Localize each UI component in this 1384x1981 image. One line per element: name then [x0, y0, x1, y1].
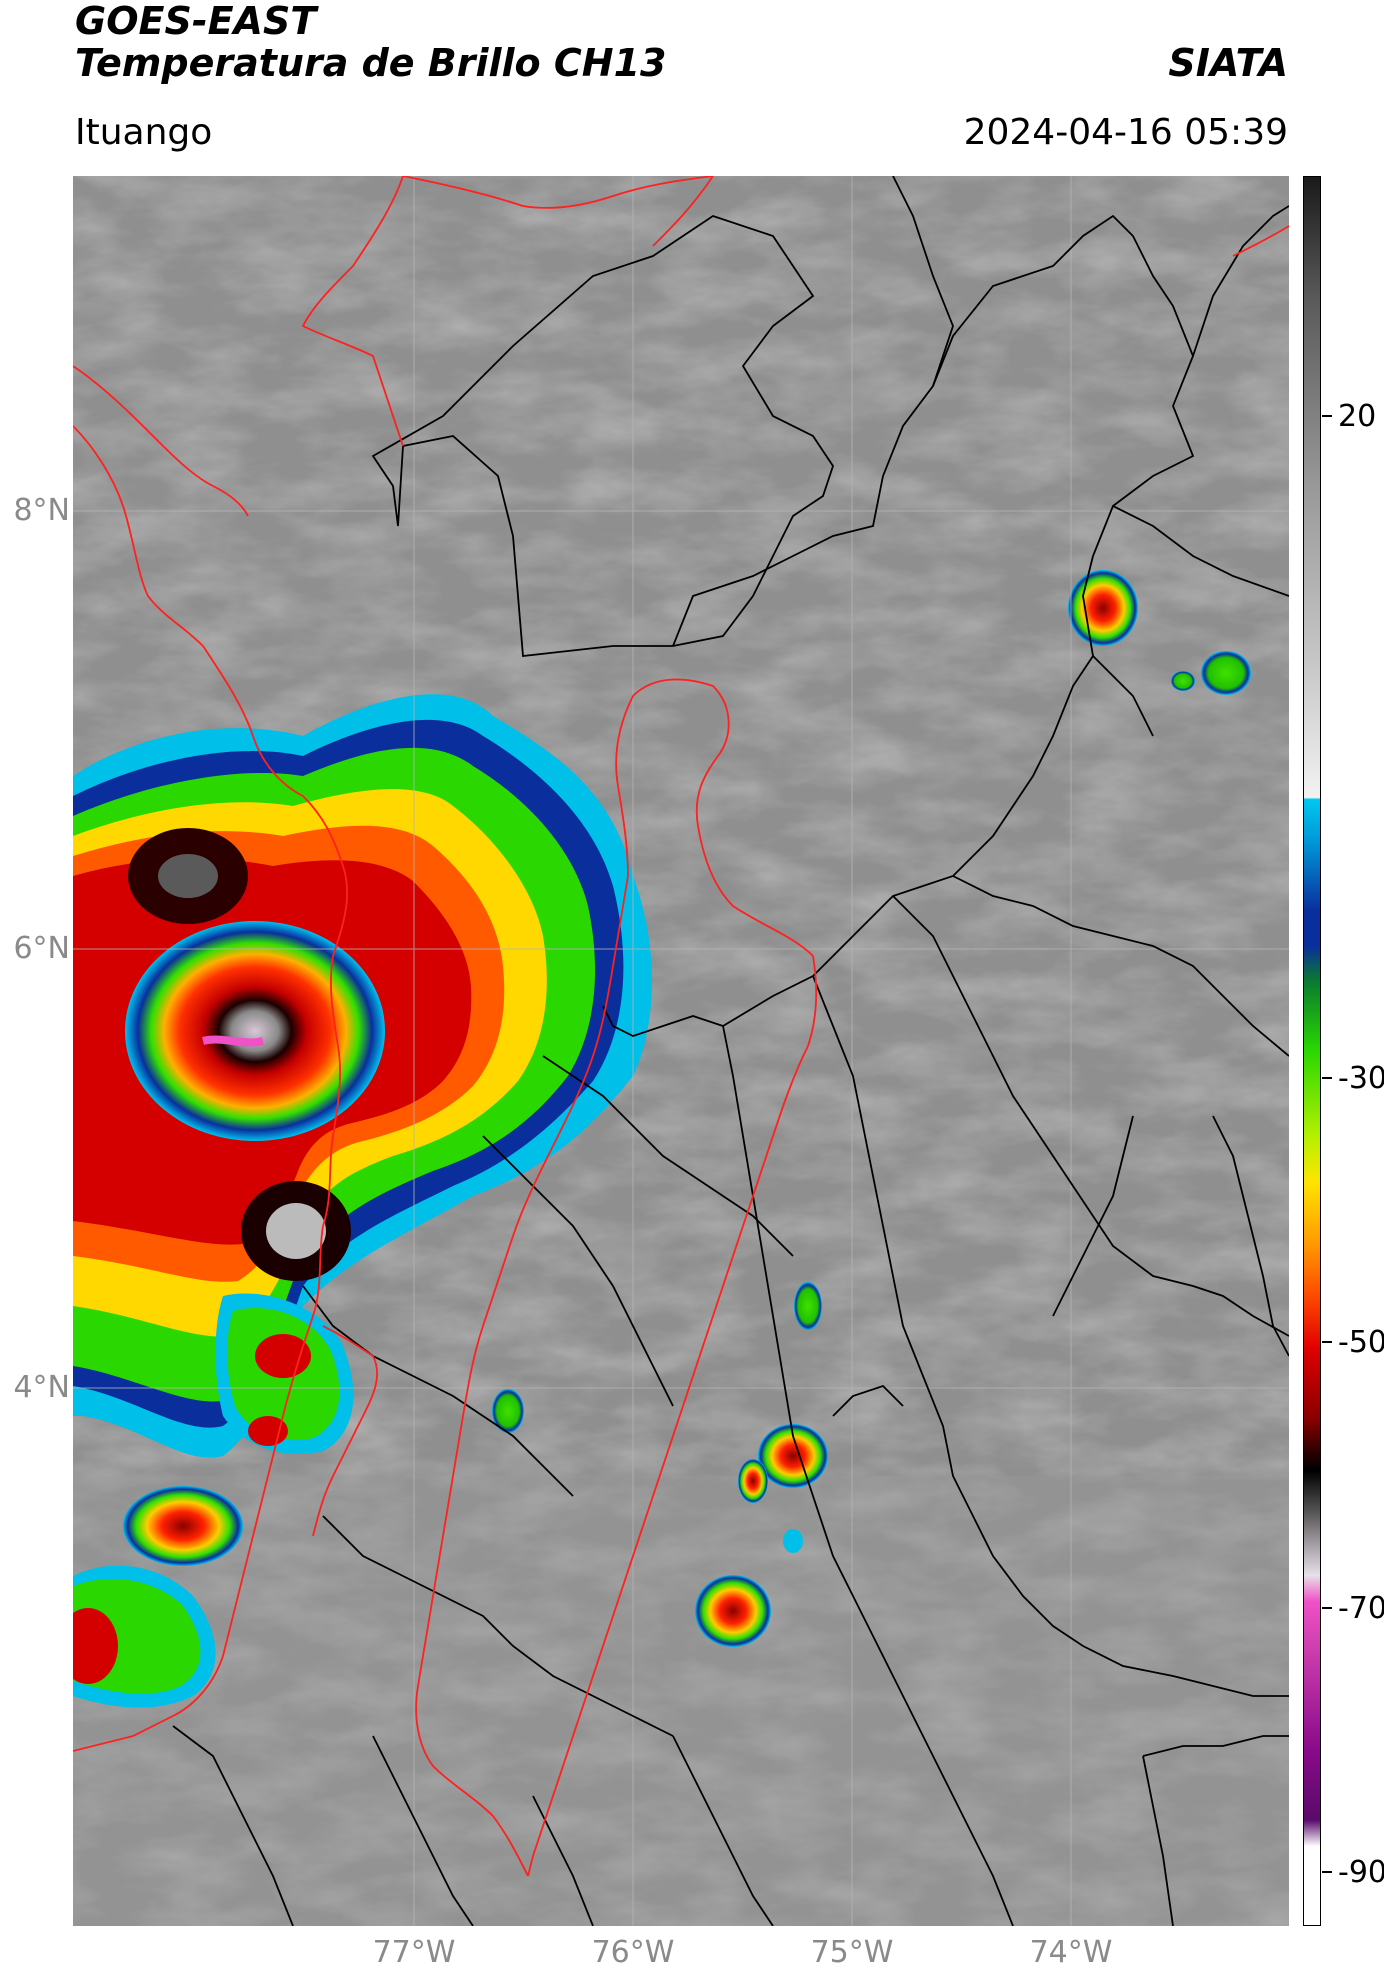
colorbar-tick	[1322, 415, 1332, 417]
colorbar-tick	[1322, 1871, 1332, 1873]
product-title: GOES-EAST	[75, 0, 317, 43]
colorbar-label-minus50: -50	[1338, 1325, 1384, 1360]
lat-label-8n: 8°N	[13, 493, 70, 528]
colorbar-label-20: 20	[1338, 399, 1377, 434]
timestamp-label: 2024-04-16 05:39	[963, 112, 1288, 153]
lon-label-76w: 76°W	[591, 1935, 675, 1970]
colorbar-label-minus90: -90	[1338, 1855, 1384, 1890]
organization-label: SIATA	[1168, 41, 1288, 85]
national-boundaries	[73, 176, 1289, 1877]
colorbar-tick	[1322, 1607, 1332, 1609]
colorbar	[1303, 176, 1321, 1926]
lat-label-6n: 6°N	[13, 931, 70, 966]
colorbar-label-minus30: -30	[1338, 1061, 1384, 1096]
colorbar-label-minus70: -70	[1338, 1591, 1384, 1626]
satellite-map	[73, 176, 1289, 1926]
convective-cells-southwest	[73, 1486, 243, 1708]
lat-label-4n: 4°N	[13, 1370, 70, 1405]
lon-label-75w: 75°W	[810, 1935, 894, 1970]
colorbar-tick	[1322, 1077, 1332, 1079]
lon-label-77w: 77°W	[372, 1935, 456, 1970]
colorbar-tick	[1322, 1341, 1332, 1343]
departmental-boundaries	[172, 176, 1289, 1926]
location-label: Ituango	[75, 112, 213, 153]
product-subtitle: Temperatura de Brillo CH13	[75, 41, 667, 85]
graticule	[73, 176, 1289, 1926]
lon-label-74w: 74°W	[1029, 1935, 1113, 1970]
convective-system-main	[73, 694, 652, 1458]
